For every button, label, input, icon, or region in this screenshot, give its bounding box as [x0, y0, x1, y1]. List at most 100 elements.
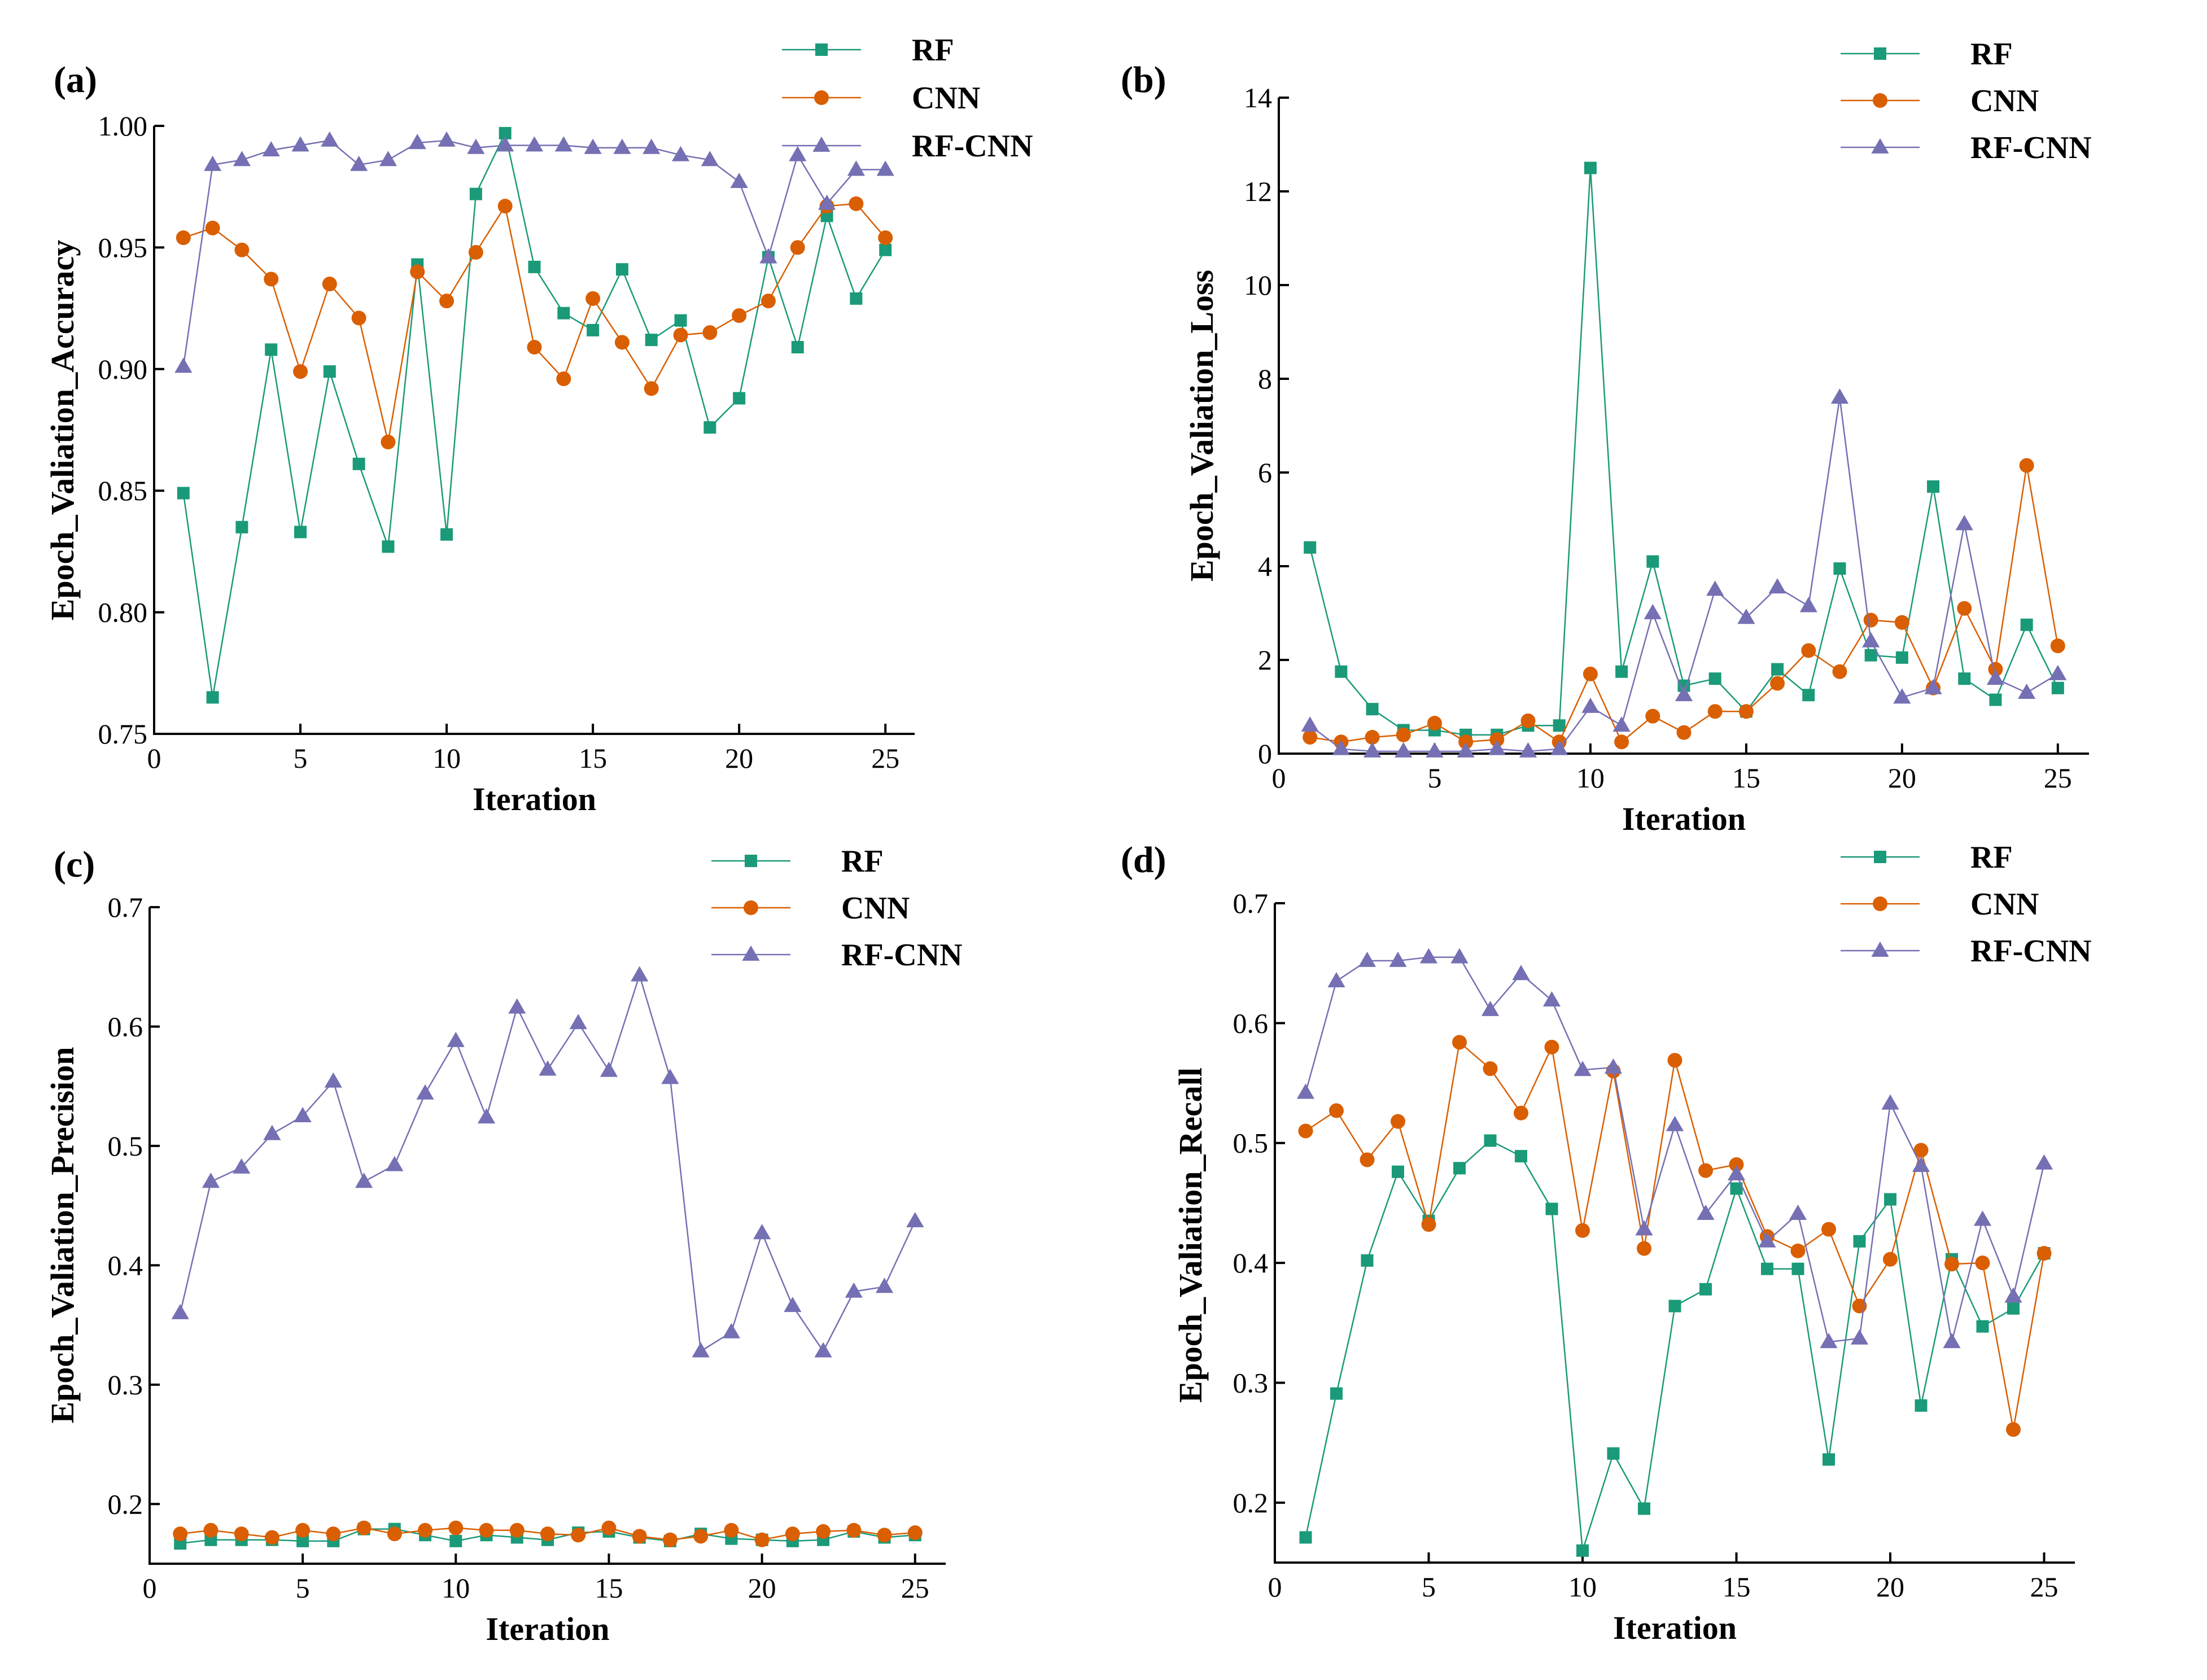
data-point [408, 134, 426, 150]
y-tick-label: 4 [1258, 550, 1272, 582]
data-point [410, 264, 425, 279]
data-point [879, 243, 892, 256]
series-cnn [173, 1520, 923, 1547]
data-point [1893, 688, 1911, 704]
y-tick-label: 0.95 [98, 231, 148, 263]
data-point [448, 1520, 464, 1535]
data-point [1304, 541, 1317, 554]
legend-marker [814, 90, 829, 105]
data-point [352, 457, 365, 470]
legend-label: RF-CNN [1970, 934, 2092, 969]
data-point [296, 1534, 309, 1547]
data-point [1676, 725, 1692, 740]
y-axis-title: Epoch_Valiation_Loss [1183, 270, 1220, 581]
data-point [449, 1534, 462, 1547]
x-tick-label: 5 [296, 1572, 310, 1604]
data-point [701, 151, 719, 167]
legend-marker [815, 43, 828, 56]
legend-marker [745, 855, 757, 867]
data-point [293, 364, 308, 379]
data-point [1975, 1255, 1990, 1271]
y-tick-label: 8 [1258, 363, 1272, 395]
data-point [234, 242, 250, 257]
data-point [1452, 1035, 1467, 1050]
legend-label: CNN [841, 891, 910, 926]
data-point [1955, 515, 1973, 531]
data-point [674, 314, 687, 327]
data-point [790, 240, 805, 255]
data-point [1553, 719, 1566, 732]
data-point [1699, 1283, 1712, 1296]
data-point [1958, 672, 1971, 685]
legend: RF CNN RF-CNN [782, 33, 1033, 164]
data-point [1299, 1531, 1312, 1544]
data-point [1853, 1235, 1866, 1248]
data-point [447, 1031, 465, 1047]
series-cnn [176, 196, 893, 450]
data-point [816, 1524, 831, 1539]
data-point [264, 272, 279, 287]
data-point [1862, 632, 1880, 648]
data-point [693, 1529, 709, 1544]
data-point [1894, 615, 1909, 630]
data-point [1884, 1193, 1896, 1206]
data-point [1584, 161, 1597, 174]
data-point [2019, 458, 2034, 473]
data-point [662, 1532, 678, 1547]
data-point [1973, 1210, 1992, 1226]
data-point [206, 691, 219, 704]
x-tick-label: 10 [1568, 1571, 1597, 1603]
data-point [849, 196, 864, 211]
data-point [1583, 666, 1598, 681]
series-rf [177, 126, 892, 704]
data-point [204, 155, 222, 171]
data-point [1850, 1329, 1869, 1345]
data-point [584, 138, 602, 154]
data-point [262, 141, 280, 156]
data-point [1545, 1202, 1558, 1215]
series-line [1305, 956, 2045, 1343]
data-point [1576, 1544, 1589, 1557]
data-point [2049, 664, 2067, 680]
y-tick-label: 0.5 [1233, 1127, 1269, 1159]
panel-b: (b) 0 5 10 15 20 25 0 2 4 6 8 10 12 14 Iteration Epoch_V… [1121, 37, 2092, 837]
y-tick-label: 0.4 [108, 1249, 143, 1281]
data-point [1303, 729, 1318, 745]
data-point [351, 310, 366, 326]
axes [153, 126, 915, 735]
data-point [1668, 1300, 1681, 1313]
data-point [477, 1108, 496, 1124]
y-tick-label: 0.3 [1233, 1367, 1269, 1398]
data-point [1768, 578, 1786, 594]
data-point [732, 308, 747, 323]
data-point [1427, 716, 1442, 731]
data-point [1450, 948, 1469, 964]
data-point [1458, 734, 1474, 750]
data-point [525, 136, 544, 152]
data-point [1823, 1453, 1835, 1466]
data-point [202, 1172, 220, 1188]
x-axis-title: Iteration [473, 781, 596, 817]
legend-label: RF-CNN [841, 938, 963, 973]
data-point [497, 199, 513, 214]
data-point [1666, 1115, 1684, 1131]
data-point [1484, 1134, 1497, 1147]
data-point [1820, 1333, 1838, 1349]
y-tick-label: 0 [1258, 738, 1272, 769]
data-point [1360, 1152, 1375, 1167]
data-point [1615, 665, 1628, 678]
data-point [468, 245, 483, 260]
data-point [554, 136, 572, 152]
data-point [1544, 1039, 1559, 1055]
data-point [1614, 734, 1629, 750]
data-point [850, 292, 863, 305]
y-tick-label: 0.85 [98, 475, 148, 506]
data-point [323, 365, 336, 378]
data-point [326, 1526, 341, 1542]
x-tick-label: 20 [1888, 762, 1916, 794]
data-point [876, 160, 894, 176]
y-tick-label: 0.80 [98, 597, 148, 628]
data-point [233, 1158, 251, 1174]
data-point [324, 1072, 342, 1088]
y-axis-title: Epoch_Valiation_Accuracy [44, 240, 81, 621]
